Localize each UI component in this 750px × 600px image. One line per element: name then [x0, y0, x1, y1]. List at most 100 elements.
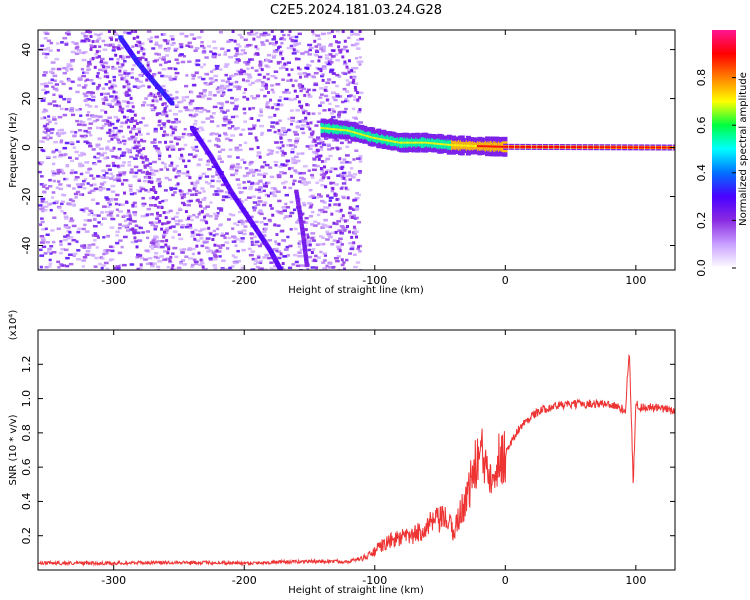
heatmap-streak-cell — [120, 110, 124, 114]
heatmap-cell — [42, 116, 47, 119]
heatmap-cell — [269, 175, 275, 179]
heatmap-cell — [96, 72, 100, 75]
heatmap-cell — [273, 264, 279, 268]
heatmap-cell — [317, 208, 323, 212]
heatmap-cell — [80, 183, 85, 186]
heatmap-cell — [354, 196, 360, 200]
heatmap-cell — [68, 198, 73, 201]
heatmap-cell — [43, 37, 48, 40]
heatmap-cell — [337, 115, 341, 119]
heatmap-cell — [75, 190, 81, 194]
x-tick-label: 100 — [625, 574, 646, 587]
heatmap-cell — [75, 90, 80, 94]
heatmap-cell — [51, 196, 55, 199]
heatmap-cell — [256, 254, 261, 258]
heatmap-streak-cell — [308, 127, 312, 131]
heatmap-cell — [220, 104, 225, 107]
heatmap-cell — [299, 241, 304, 245]
heatmap-cell — [306, 125, 311, 129]
heatmap-cell — [174, 75, 178, 79]
heatmap-streak-cell — [123, 71, 127, 75]
heatmap-cell — [274, 76, 278, 80]
heatmap-cell — [284, 202, 288, 206]
heatmap-cell — [247, 180, 251, 184]
heatmap-cell — [289, 109, 294, 112]
heatmap-cell — [91, 243, 96, 246]
heatmap-cell — [110, 249, 115, 253]
heatmap-cell — [100, 211, 104, 214]
heatmap-cell — [307, 53, 313, 56]
heatmap-cell — [205, 83, 211, 86]
heatmap-band-core — [571, 146, 577, 149]
heatmap-cell — [166, 265, 170, 269]
heatmap-cell — [240, 237, 245, 240]
heatmap-cell — [136, 127, 142, 131]
heatmap-streak-cell — [267, 194, 271, 198]
heatmap-band-core — [599, 146, 605, 149]
heatmap-cell — [288, 244, 293, 248]
heatmap-cell — [263, 201, 268, 204]
heatmap-band-core — [644, 146, 650, 149]
heatmap-cell — [206, 110, 211, 113]
heatmap-cell — [175, 222, 180, 226]
heatmap-cell — [322, 242, 326, 246]
heatmap-streak-cell — [125, 200, 129, 204]
heatmap-cell — [78, 193, 83, 196]
heatmap-streak-cell — [114, 38, 118, 42]
heatmap-streak-cell — [338, 249, 342, 253]
heatmap-cell — [194, 62, 199, 65]
heatmap-cell — [253, 257, 257, 261]
heatmap-cell — [193, 260, 199, 264]
heatmap-cell — [163, 222, 168, 225]
heatmap-cell — [176, 266, 182, 270]
heatmap-cell — [66, 236, 71, 240]
heatmap-cell — [73, 178, 78, 181]
heatmap-cell — [149, 40, 153, 43]
heatmap-cell — [95, 126, 100, 130]
heatmap-cell — [335, 222, 339, 226]
heatmap-cell — [99, 147, 104, 151]
x-tick-label: 0 — [502, 274, 509, 287]
heatmap-cell — [321, 160, 327, 163]
heatmap-cell — [333, 167, 338, 171]
heatmap-cell — [49, 244, 54, 248]
heatmap-cell — [339, 187, 344, 190]
heatmap-cell — [175, 90, 179, 94]
heatmap-streak-cell — [275, 121, 279, 125]
heatmap-streak-cell — [343, 60, 347, 64]
heatmap-cell — [180, 60, 186, 64]
heatmap-cell — [250, 171, 256, 174]
heatmap-cell — [333, 98, 338, 102]
heatmap-cell — [174, 104, 180, 107]
heatmap-band-core — [656, 146, 662, 149]
heatmap-cell — [118, 171, 123, 174]
heatmap-cell — [145, 262, 150, 266]
heatmap-cell — [248, 132, 253, 135]
snr-frame — [37, 329, 676, 571]
heatmap-cell — [100, 266, 104, 270]
heatmap-cell — [159, 245, 165, 249]
heatmap-cell — [241, 229, 247, 232]
heatmap-streak-cell — [310, 251, 314, 255]
heatmap-streak-cell — [354, 88, 358, 92]
heatmap-cell — [103, 43, 109, 47]
heatmap-cell — [282, 91, 288, 94]
heatmap-cell — [54, 83, 60, 86]
heatmap-cell — [164, 229, 169, 232]
heatmap-cell — [150, 104, 155, 107]
heatmap-cell — [39, 162, 43, 166]
heatmap-cell — [173, 67, 178, 71]
heatmap-streak-cell — [300, 105, 304, 109]
heatmap-streak-cell — [260, 68, 264, 72]
x-tick-label: -100 — [362, 574, 387, 587]
heatmap-cell — [144, 176, 150, 180]
heatmap-streak-cell — [102, 101, 106, 105]
heatmap-streak-cell — [244, 88, 248, 92]
heatmap-streak-cell — [93, 45, 97, 49]
heatmap-streak-cell — [114, 95, 118, 99]
heatmap-cell — [273, 130, 277, 134]
heatmap-cell — [106, 131, 112, 135]
heatmap-cell — [195, 107, 200, 110]
heatmap-cell — [38, 204, 43, 207]
heatmap-cell — [56, 172, 60, 175]
